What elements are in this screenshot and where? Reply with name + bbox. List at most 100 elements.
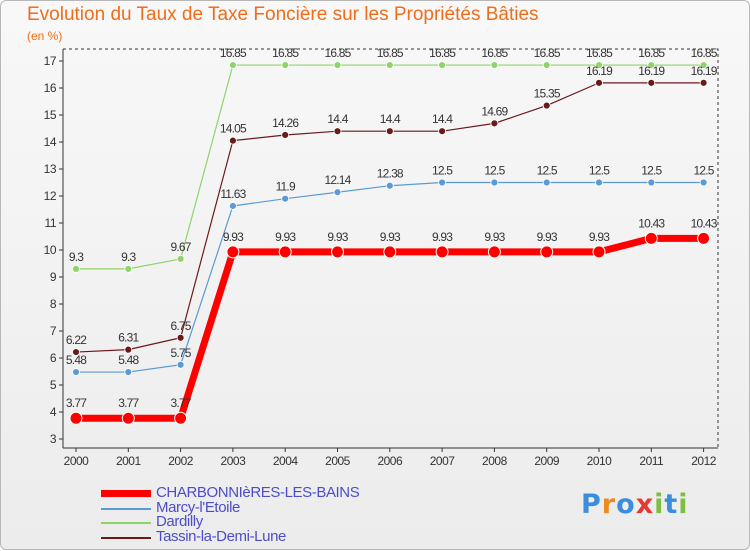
data-label: 12.5 [484,164,505,178]
data-point [592,245,606,259]
axes: 3 4 5 6 7 8 9 10 11 12 13 14 15 16 17 2000 2001 2002 2003 2… [44,48,719,468]
data-point [647,78,656,87]
data-label: 14.69 [481,104,508,118]
data-label: 9.3 [121,250,136,264]
data-label: 10.43 [691,216,718,230]
data-label: 10.43 [638,216,665,230]
data-label: 9.93 [589,230,610,244]
data-label: 9.3 [69,250,84,264]
data-point [228,61,237,69]
data-point [385,61,394,69]
y-tick-label: 13 [44,162,57,176]
data-label: 3.77 [118,396,139,410]
data-label: 16.85 [691,46,718,60]
data-point [124,264,133,273]
data-point [595,61,603,69]
legend-item: CHARBONNIèRES-LES-BAINS [101,484,401,501]
data-point [174,411,188,425]
data-label: 5.48 [66,353,87,367]
legend-swatch [101,490,151,497]
x-tick-label: 2001 [116,454,142,468]
x-tick-label: 2007 [430,454,456,468]
data-point [228,202,237,210]
data-label: 3.77 [171,396,192,410]
data-label: 16.19 [691,64,718,78]
data-label: 14.05 [220,122,247,136]
data-point [385,181,394,190]
data-label: 5.48 [118,353,139,367]
data-label: 14.4 [432,112,453,126]
legend-label: Marcy-l'Etoile [156,498,240,516]
y-tick-label: 8 [50,297,57,311]
legend-label: CHARBONNIèRES-LES-BAINS [156,484,360,501]
data-label: 15.35 [534,87,561,101]
x-tick-label: 2006 [377,454,403,468]
data-point [69,411,83,425]
data-label: 9.93 [223,230,244,244]
data-label: 11.9 [276,180,296,194]
legend-swatch [101,536,151,539]
data-point [226,245,240,259]
x-tick-label: 2008 [482,454,508,468]
data-point [542,178,551,187]
data-point [176,333,185,342]
data-label: 12.5 [589,164,610,178]
y-tick-label: 6 [50,351,57,365]
data-point [438,127,447,136]
data-label: 6.22 [66,333,87,347]
data-label: 14.4 [327,112,348,126]
data-label: 16.85 [481,46,508,60]
data-point [124,368,133,376]
y-tick-label: 17 [44,54,57,68]
legend-label: Tassin-la-Demi-Lune [156,527,286,545]
x-tick-label: 2011 [639,454,664,468]
x-tick-label: 2002 [168,454,194,468]
legend-swatch [101,507,151,510]
data-point [331,245,344,259]
data-label: 12.5 [432,164,453,178]
data-point [176,360,185,369]
data-point [281,194,290,203]
series-tassin-la-demi-lune [72,78,708,356]
data-label: 9.93 [275,230,296,244]
x-tick-label: 2009 [534,454,560,468]
data-point [647,178,656,187]
legend-item: Marcy-l'Etoile [101,498,401,516]
data-label: 16.85 [272,46,299,60]
x-tick-label: 2010 [587,454,613,468]
y-tick-label: 16 [44,81,57,95]
data-point [644,231,658,245]
data-point [647,61,656,69]
data-label: 14.4 [380,112,401,126]
y-tick-label: 12 [44,189,57,203]
data-label: 14.26 [272,116,299,130]
y-tick-label: 11 [45,216,57,230]
data-point [385,127,394,136]
data-point [490,178,499,187]
series-dardilly [72,61,708,273]
unit-label: (en %) [27,29,63,43]
data-point [72,348,80,356]
data-point [699,78,708,87]
data-label: 9.93 [484,230,505,244]
x-tick-label: 2003 [221,454,247,468]
data-label: 6.31 [118,331,139,345]
data-label: 16.85 [324,46,351,60]
data-point [438,178,447,187]
data-point [542,61,551,69]
x-tick-label: 2012 [691,454,717,468]
x-tick-label: 2004 [273,454,299,468]
data-label: 16.19 [586,64,613,78]
data-label: 16.85 [586,46,613,60]
data-point [333,61,342,69]
data-label: 9.93 [380,230,401,244]
series-marcy-l-etoile [72,178,708,376]
data-point [278,245,292,259]
data-label: 16.85 [429,46,456,60]
data-label: 12.14 [324,173,351,187]
proxiti-logo: Proxiti [581,489,689,520]
logo-letter: P [581,489,602,520]
data-point [333,127,342,136]
data-point [595,178,603,187]
